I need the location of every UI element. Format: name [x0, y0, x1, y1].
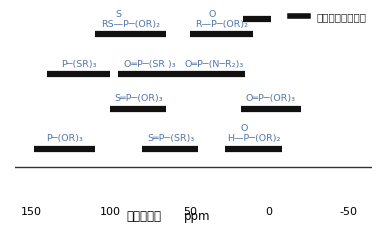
- Text: R—P─(OR)₂: R—P─(OR)₂: [195, 20, 248, 29]
- Text: P─(OR)₃: P─(OR)₃: [46, 134, 83, 142]
- Text: O: O: [208, 10, 216, 19]
- Legend: 化学シフトの範囲: 化学シフトの範囲: [285, 8, 371, 27]
- Text: O: O: [240, 124, 247, 133]
- Text: ppm: ppm: [184, 209, 211, 222]
- Text: O═P─(SR )₃: O═P─(SR )₃: [124, 60, 176, 68]
- Text: O═P─(N─R₂)₃: O═P─(N─R₂)₃: [184, 60, 243, 68]
- Text: S═P─(SR)₃: S═P─(SR)₃: [147, 134, 195, 142]
- Text: RS—P─(OR)₂: RS—P─(OR)₂: [101, 20, 161, 29]
- Text: O═P─(OR)₃: O═P─(OR)₃: [246, 94, 296, 103]
- Text: 化学シフト: 化学シフト: [127, 209, 162, 222]
- Text: H—P─(OR)₂: H—P─(OR)₂: [226, 134, 280, 142]
- Text: S: S: [116, 10, 121, 19]
- Text: S═P─(OR)₃: S═P─(OR)₃: [115, 94, 163, 103]
- Text: P─(SR)₃: P─(SR)₃: [61, 60, 97, 68]
